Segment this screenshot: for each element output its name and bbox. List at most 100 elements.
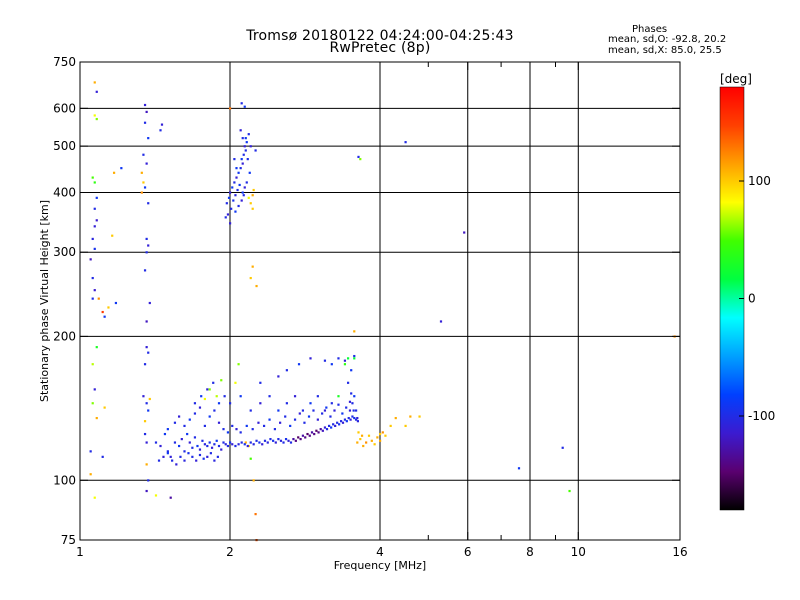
y-tick-label: 300: [53, 245, 76, 259]
data-point: [367, 434, 371, 437]
data-point: [140, 171, 143, 174]
data-point: [206, 388, 209, 391]
data-point: [193, 402, 197, 405]
x-tick-label: 6: [464, 545, 472, 559]
data-point: [212, 381, 215, 384]
data-point: [91, 297, 94, 300]
data-point: [203, 443, 206, 446]
data-point: [188, 418, 191, 421]
data-point: [247, 196, 250, 199]
data-point: [321, 412, 324, 415]
data-point: [166, 452, 169, 455]
data-point: [223, 395, 226, 398]
data-point: [224, 443, 227, 446]
data-point: [246, 158, 249, 161]
data-point: [258, 441, 261, 444]
data-point: [215, 395, 218, 398]
data-point: [248, 171, 251, 174]
data-point: [249, 276, 252, 280]
data-point: [195, 459, 198, 462]
data-point: [339, 420, 343, 423]
data-point: [337, 395, 340, 398]
data-point: [332, 423, 335, 426]
data-point: [244, 149, 247, 152]
y-tick-label: 400: [53, 185, 76, 199]
data-point: [93, 207, 96, 210]
colorbar-label: [deg]: [720, 72, 752, 86]
data-point: [222, 441, 225, 444]
data-point: [384, 434, 387, 437]
data-point: [230, 207, 233, 210]
data-point: [91, 276, 94, 280]
data-point: [229, 402, 232, 405]
data-point: [244, 137, 247, 140]
data-point: [252, 443, 255, 446]
data-point: [285, 402, 288, 405]
data-point: [226, 431, 230, 434]
data-point: [103, 406, 106, 409]
data-point: [213, 409, 216, 412]
data-point: [120, 167, 123, 170]
data-point: [91, 363, 94, 366]
data-point: [147, 202, 150, 205]
data-point: [145, 463, 148, 466]
data-point: [186, 432, 189, 436]
data-point: [191, 446, 194, 449]
data-point: [145, 489, 148, 493]
data-point: [213, 459, 216, 462]
data-point: [561, 446, 564, 449]
data-point: [336, 421, 339, 424]
data-point: [162, 455, 165, 458]
data-point: [202, 457, 205, 460]
grid-lines: [80, 62, 680, 540]
data-point: [213, 443, 216, 446]
data-point: [233, 181, 236, 184]
x-tick-label: 16: [672, 545, 687, 559]
data-point: [101, 310, 104, 314]
data-point: [249, 457, 252, 460]
data-point: [210, 446, 214, 449]
data-point: [379, 439, 382, 442]
data-point: [316, 418, 319, 421]
data-point: [240, 102, 243, 105]
data-point: [237, 443, 240, 446]
data-point: [203, 397, 206, 401]
data-point: [91, 402, 94, 405]
data-point: [341, 421, 345, 424]
x-tick-label: 4: [376, 545, 384, 559]
data-point: [231, 186, 234, 189]
data-point: [93, 81, 96, 84]
data-point: [327, 424, 331, 428]
data-point: [241, 191, 244, 194]
data-point: [242, 194, 245, 197]
data-point: [247, 133, 250, 136]
data-point: [240, 199, 243, 202]
data-point: [287, 439, 290, 442]
data-point: [145, 320, 148, 323]
data-point: [241, 137, 244, 140]
data-point: [347, 416, 350, 420]
data-point: [323, 359, 327, 362]
data-point: [404, 141, 407, 144]
data-point: [217, 402, 221, 405]
data-point: [147, 409, 150, 412]
data-point: [243, 105, 246, 108]
data-point: [303, 421, 306, 424]
data-point: [143, 103, 147, 107]
data-point: [309, 357, 312, 360]
data-point: [154, 441, 158, 444]
data-point: [350, 392, 353, 395]
data-point: [243, 443, 246, 446]
data-point: [255, 439, 258, 442]
data-point: [200, 395, 203, 398]
data-point: [321, 429, 324, 432]
data-point: [359, 437, 362, 441]
data-point: [356, 441, 359, 444]
data-point: [268, 418, 271, 421]
data-point: [360, 434, 364, 437]
data-point: [284, 437, 288, 441]
data-point: [239, 431, 242, 434]
colorbar-tick-label: 0: [748, 292, 756, 306]
data-point: [224, 216, 227, 219]
data-point: [261, 443, 264, 446]
